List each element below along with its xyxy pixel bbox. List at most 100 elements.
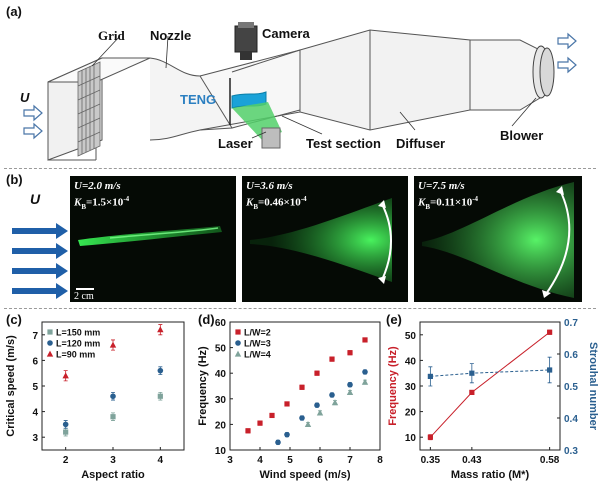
legend-marker <box>47 329 53 335</box>
data-point <box>304 421 312 427</box>
photo-u-7-5: U=7.5 m/s KB=0.11×10-4 <box>414 176 582 302</box>
data-point <box>269 412 275 419</box>
data-point <box>157 393 163 399</box>
x-tick-label: 0.35 <box>421 455 441 466</box>
x-tick-label: 5 <box>287 455 293 466</box>
label-grid: Grid <box>98 28 125 43</box>
label-camera: Camera <box>262 26 310 41</box>
photo-2-kb-value: =0.46×10 <box>258 196 301 209</box>
laser-box <box>261 127 281 149</box>
photo-2-speed: U=3.6 m/s <box>246 180 293 192</box>
x-tick-label: 0.58 <box>540 455 560 466</box>
series-line <box>430 331 550 438</box>
data-point <box>157 367 164 374</box>
legend-label: L=120 mm <box>56 339 100 349</box>
flow-arrows-b: U <box>12 191 68 299</box>
data-point <box>284 431 290 438</box>
y-axis-label: Frequency (Hz) <box>387 346 399 426</box>
y2-tick-label: 0.4 <box>564 414 578 425</box>
x-tick-label: 4 <box>158 455 164 466</box>
label-teng: TENG <box>180 92 216 107</box>
data-point <box>329 356 335 362</box>
x-tick-label: 3 <box>110 455 116 466</box>
label-test-section: Test section <box>306 136 381 151</box>
y-tick-label: 10 <box>215 446 227 457</box>
data-point <box>63 429 69 435</box>
data-point <box>346 389 354 395</box>
y-tick-label: 3 <box>32 433 38 444</box>
y-tick-label: 20 <box>215 420 227 431</box>
data-point <box>329 392 335 398</box>
legend-marker <box>47 340 53 346</box>
data-point <box>469 370 475 376</box>
data-point <box>110 393 116 400</box>
photo-3-kb-exp: -4 <box>472 195 479 203</box>
x-axis-label: Aspect ratio <box>81 469 145 481</box>
label-flow-u: U <box>20 90 30 105</box>
y2-tick-label: 0.6 <box>564 350 578 361</box>
data-point <box>314 402 320 408</box>
data-point <box>427 373 433 379</box>
y-tick-label: 20 <box>405 408 417 419</box>
chart-mass-ratio: 10 20 30 40 50 0.3 0.4 0.5 0.6 0.7 0.35 0.43 0.58 Mas… <box>387 318 598 481</box>
y-tick-label: 50 <box>215 344 227 355</box>
y-axis-label: Frequency (Hz) <box>197 346 209 426</box>
photo-3-kb-value: =0.11×10 <box>430 196 473 209</box>
data-point <box>347 381 353 388</box>
data-point <box>299 415 305 421</box>
photo-3-kb-sub: B <box>425 202 431 211</box>
label-blower: Blower <box>500 128 543 143</box>
y-axis-label: Critical speed (m/s) <box>5 335 17 437</box>
chart-critical-speed: 3 4 5 6 7 2 3 4 Aspect ratio Critical speed (m/s)… <box>5 321 185 481</box>
divider-top <box>4 168 596 169</box>
x-axis-label: Wind speed (m/s) <box>260 469 351 481</box>
legend-label: L/W=3 <box>244 339 271 349</box>
photo-3-kb-prefix: K <box>418 196 426 209</box>
label-diffuser: Diffuser <box>396 136 445 151</box>
x-tick-label: 4 <box>257 455 263 466</box>
y-tick-label: 4 <box>32 408 38 419</box>
data-point <box>62 372 69 379</box>
data-point <box>347 350 353 356</box>
data-point <box>284 401 290 407</box>
y-tick-label: 7 <box>32 331 38 342</box>
data-point <box>427 434 433 440</box>
chart-frequency-wind: 10 20 30 40 50 60 3 4 5 6 7 8 Wind speed (m/s) Freque… <box>197 318 383 481</box>
photo-2-kb-sub: B <box>253 202 259 211</box>
data-point <box>257 420 263 426</box>
legend-marker <box>235 340 241 346</box>
y-tick-label: 6 <box>32 356 38 367</box>
data-point <box>469 389 475 395</box>
data-point <box>361 378 369 385</box>
data-point <box>62 421 69 428</box>
label-flow-u-b: U <box>30 191 41 207</box>
photo-u-3-6: U=3.6 m/s KB=0.46×10-4 <box>242 176 408 302</box>
legend-label: L=90 mm <box>56 350 95 360</box>
y-tick-label: 50 <box>405 331 417 342</box>
legend-marker <box>235 329 241 335</box>
photo-2-kb-prefix: K <box>246 196 254 209</box>
data-point <box>547 367 553 373</box>
data-point <box>110 414 116 420</box>
panel-c-label: (c) <box>6 312 22 327</box>
x-tick-label: 2 <box>63 455 69 466</box>
data-point <box>245 428 251 434</box>
legend-label: L=150 mm <box>56 328 100 338</box>
y-tick-label: 60 <box>215 318 227 329</box>
photo-1-kb-prefix: K <box>74 196 82 209</box>
scale-bar-label: 2 cm <box>74 291 94 302</box>
divider-bottom <box>4 308 596 309</box>
plot-frame <box>229 321 381 451</box>
data-point <box>316 409 324 416</box>
data-point <box>362 337 368 343</box>
y2-axis-label: Strouhal number <box>587 342 598 431</box>
photo-2-kb-exp: -4 <box>300 195 307 203</box>
data-point <box>314 370 320 376</box>
wind-tunnel-schematic: Grid Nozzle Camera TENG Laser Test secti… <box>20 22 577 161</box>
y-tick-label: 30 <box>405 382 417 393</box>
series-line <box>430 369 550 377</box>
panel-a-label: (a) <box>6 4 22 19</box>
photo-1-kb-exp: -4 <box>123 195 130 203</box>
data-point <box>157 326 164 333</box>
legend-marker <box>234 350 242 357</box>
